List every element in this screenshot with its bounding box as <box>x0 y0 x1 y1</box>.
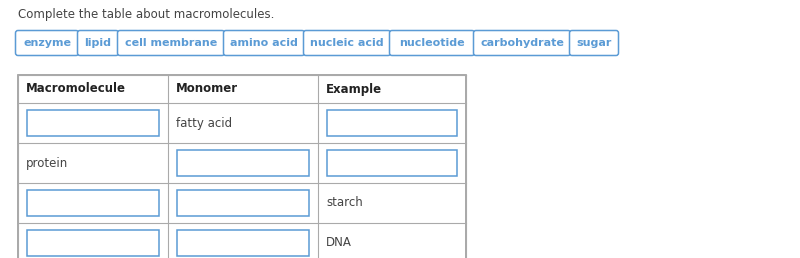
FancyBboxPatch shape <box>118 30 225 55</box>
FancyBboxPatch shape <box>223 30 305 55</box>
Text: protein: protein <box>26 157 68 170</box>
Text: fatty acid: fatty acid <box>176 117 232 130</box>
Bar <box>27 110 159 136</box>
Text: lipid: lipid <box>85 38 111 48</box>
Text: Complete the table about macromolecules.: Complete the table about macromolecules. <box>18 8 274 21</box>
Bar <box>177 190 309 216</box>
FancyBboxPatch shape <box>570 30 618 55</box>
Text: DNA: DNA <box>326 237 352 249</box>
Bar <box>327 150 457 176</box>
Bar <box>327 110 457 136</box>
FancyBboxPatch shape <box>303 30 390 55</box>
Text: carbohydrate: carbohydrate <box>480 38 564 48</box>
Text: amino acid: amino acid <box>230 38 298 48</box>
Text: nucleotide: nucleotide <box>399 38 465 48</box>
Text: nucleic acid: nucleic acid <box>310 38 384 48</box>
Bar <box>18 75 466 258</box>
Bar <box>177 230 309 256</box>
FancyBboxPatch shape <box>78 30 118 55</box>
FancyBboxPatch shape <box>15 30 78 55</box>
Text: Example: Example <box>326 83 382 95</box>
Text: enzyme: enzyme <box>23 38 71 48</box>
FancyBboxPatch shape <box>390 30 474 55</box>
Text: starch: starch <box>326 197 362 209</box>
Text: Monomer: Monomer <box>176 83 238 95</box>
FancyBboxPatch shape <box>474 30 570 55</box>
Text: Macromolecule: Macromolecule <box>26 83 126 95</box>
Bar <box>27 190 159 216</box>
Text: cell membrane: cell membrane <box>125 38 217 48</box>
Bar <box>177 150 309 176</box>
Text: sugar: sugar <box>576 38 612 48</box>
Bar <box>27 230 159 256</box>
